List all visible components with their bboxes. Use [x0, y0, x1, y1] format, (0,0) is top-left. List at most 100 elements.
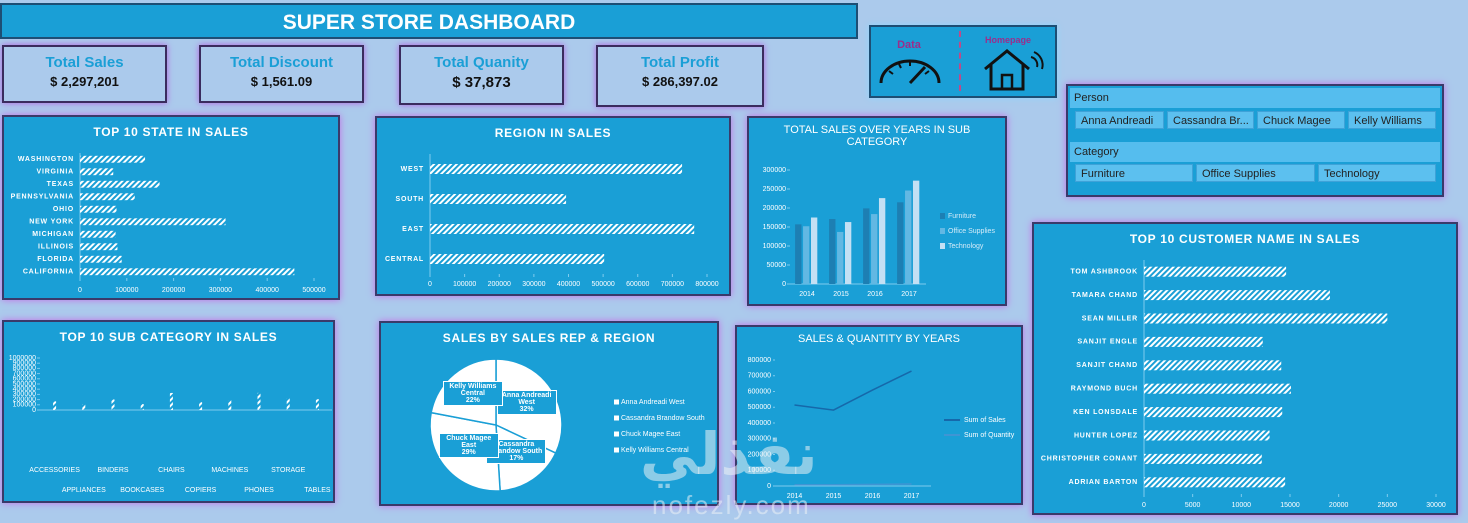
x-tick-label: 2015	[826, 493, 842, 500]
slicer-item[interactable]: Technology	[1318, 164, 1436, 182]
kpi-label: Total Discount	[229, 54, 334, 71]
bar	[80, 268, 295, 276]
data-label-box: Anna Andreadi West 32%	[496, 389, 557, 415]
category-label: ADRIAN BARTON	[1069, 479, 1138, 486]
bar	[803, 226, 810, 284]
bar	[80, 218, 226, 226]
category-label: FLORIDA	[37, 256, 74, 263]
y-tick-label: 50000	[767, 262, 787, 269]
x-tick-label: 20000	[1329, 502, 1349, 509]
x-tick-label: 15000	[1280, 502, 1300, 509]
x-tick-label: 2016	[867, 291, 883, 298]
slicer-item[interactable]: Anna Andreadi	[1075, 111, 1164, 129]
gauge-icon	[879, 59, 941, 85]
x-tick-label: 100000	[453, 281, 476, 288]
bar	[80, 180, 160, 188]
x-tick-label: 800000	[695, 281, 718, 288]
bar	[878, 198, 886, 284]
slicer-item[interactable]: Office Supplies	[1196, 164, 1315, 182]
y-tick-label: 300000	[763, 167, 786, 174]
bar	[1144, 313, 1388, 324]
x-tick-label: 30000	[1426, 502, 1446, 509]
plot: 0 5000 10000 15000 20000 25000 30000 TOM ASHBRO…	[1041, 260, 1446, 509]
slicer-title: Person	[1074, 92, 1109, 104]
bar	[80, 205, 117, 213]
bar	[1144, 430, 1270, 441]
nav-panel: Data Homepage	[869, 25, 1057, 98]
data-label: 32%	[519, 405, 534, 413]
kpi-card: Total Profit $ 286,397.02	[596, 45, 764, 107]
legend-label: Cassandra Brandow South	[621, 415, 705, 422]
y-tick-label: 200000	[763, 205, 786, 212]
x-tick-label: 500000	[591, 281, 614, 288]
category-label: TOM ASHBROOK	[1070, 269, 1138, 276]
x-tick-label: BOOKCASES	[120, 487, 164, 494]
x-tick-label: 700000	[661, 281, 684, 288]
y-tick-label: 600000	[748, 388, 771, 395]
bar	[905, 190, 912, 284]
bar	[228, 400, 232, 410]
legend-label: Technology	[948, 243, 984, 250]
x-tick-label: 300000	[209, 287, 232, 294]
bar	[1144, 290, 1330, 301]
chart-panel: 0 100000 200000 300000 400000 500000 600000 700…	[375, 116, 731, 296]
legend-swatch	[614, 431, 619, 437]
slicer-item[interactable]: Cassandra Br...	[1167, 111, 1254, 129]
bar	[80, 255, 122, 263]
legend-swatch	[614, 399, 619, 405]
x-tick-label: TABLES	[304, 487, 331, 494]
slicer-item[interactable]: Furniture	[1075, 164, 1193, 182]
data-label: 22%	[465, 397, 480, 405]
y-tick-label: 200000	[13, 396, 36, 403]
chart-panel: 0 50000 100000 150000 200000 250000 300000 2014…	[747, 116, 1007, 306]
legend-label: Anna Andreadi West	[621, 399, 685, 406]
chart-panel: 0 100000 200000 300000 400000 500000 600000 700…	[2, 320, 335, 503]
bar	[912, 180, 920, 284]
y-tick-label: 300000	[13, 391, 36, 398]
category-label: KEN LONSDALE	[1073, 409, 1138, 416]
legend-swatch	[940, 243, 945, 249]
x-tick-label: 400000	[256, 287, 279, 294]
plot: 0 50000 100000 150000 200000 250000 300000 2014…	[763, 167, 996, 298]
kpi-label: Total Profit	[640, 54, 720, 71]
header-bar	[0, 3, 858, 39]
x-tick-label: 100000	[115, 287, 138, 294]
data-label-category: Cassandra Brandow South	[490, 441, 543, 456]
category-label: CHRISTOPHER CONANT	[1041, 456, 1138, 463]
slicer-header-bg	[1070, 88, 1440, 108]
x-tick-label: PHONES	[244, 487, 274, 494]
bar	[795, 224, 802, 284]
kpi-value: $ 37,873	[452, 74, 511, 91]
kpi-label: Total Sales	[45, 54, 124, 71]
y-tick-label: 100000	[763, 243, 786, 250]
y-tick-label: 250000	[763, 186, 786, 193]
x-tick-label: 500000	[302, 287, 325, 294]
bar	[1144, 383, 1291, 394]
kpi-value: $ 2,297,201	[50, 74, 119, 89]
nav-button[interactable]: Data	[871, 27, 957, 96]
bar	[257, 392, 261, 410]
button-label: Data	[897, 39, 921, 51]
chart-title: TOTAL SALES OVER YEARS IN SUB CATEGORY	[783, 124, 971, 148]
x-tick-label: 2014	[799, 291, 815, 298]
x-tick-label: COPIERS	[185, 487, 217, 494]
category-label: CALIFORNIA	[23, 269, 74, 276]
chart-panel: 0 5000 10000 15000 20000 25000 30000 TOM ASHBRO…	[1032, 222, 1458, 515]
line-series	[794, 483, 912, 486]
slicer-item[interactable]: Chuck Magee	[1257, 111, 1345, 129]
slicer-item[interactable]: Kelly Williams	[1348, 111, 1436, 129]
home-icon	[984, 49, 1044, 91]
bar	[430, 224, 695, 234]
category-label: OHIO	[53, 206, 74, 213]
bar	[837, 231, 844, 284]
bar	[1144, 360, 1282, 371]
y-tick-label: 100000	[13, 402, 36, 409]
data-label: 17%	[509, 455, 524, 463]
category-label: SEAN MILLER	[1082, 315, 1138, 322]
y-tick-label: 700000	[13, 370, 36, 377]
legend-label: Office Supplies	[948, 228, 995, 235]
nav-button[interactable]: Homepage	[963, 27, 1055, 96]
y-tick-label: 900000	[13, 360, 36, 367]
x-tick-label: CHAIRS	[158, 467, 185, 474]
bar	[1144, 266, 1287, 277]
